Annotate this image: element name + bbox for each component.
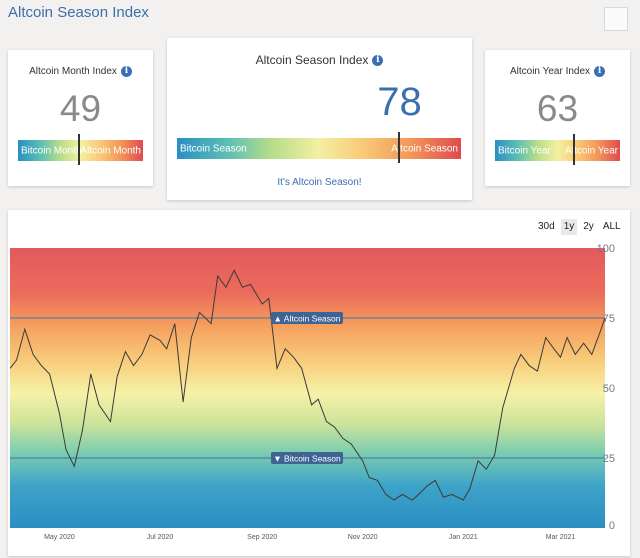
season-card-label-row: Altcoin Season Index i	[167, 53, 472, 67]
x-tick-label: Jan 2021	[449, 534, 478, 541]
info-icon[interactable]: i	[594, 66, 606, 77]
y-tick-label: 75	[603, 313, 615, 325]
altcoin-year-card: Altcoin Year Index i 63 Bitcoin Year Altc…	[485, 50, 630, 186]
altcoin-season-card: Altcoin Season Index i 78 Bitcoin Season …	[167, 38, 472, 200]
x-tick-label: Nov 2020	[348, 534, 378, 541]
range-button-30d[interactable]: 30d	[535, 219, 558, 235]
month-gauge-bar: Bitcoin Month Altcoin Month	[18, 134, 143, 165]
range-selector: 30d 1y 2y ALL	[535, 219, 624, 235]
range-button-all[interactable]: ALL	[599, 219, 624, 235]
year-card-label-row: Altcoin Year Index i	[485, 66, 630, 77]
year-gauge-right-label: Altcoin Year	[565, 145, 618, 156]
range-button-2y[interactable]: 2y	[580, 219, 597, 235]
year-gauge-marker	[572, 134, 575, 165]
month-card-label: Altcoin Month Index	[29, 66, 117, 78]
season-gauge-marker	[397, 132, 400, 163]
month-card-label-row: Altcoin Month Index i	[8, 66, 153, 77]
info-icon[interactable]: i	[372, 55, 384, 67]
info-icon[interactable]: i	[120, 66, 132, 77]
y-tick-label: 25	[603, 453, 615, 465]
y-tick-label: 50	[603, 383, 615, 395]
x-tick-label: Jul 2020	[147, 534, 174, 541]
month-index-value: 49	[59, 88, 102, 129]
year-index-value: 63	[536, 88, 579, 129]
season-gauge-left-label: Bitcoin Season	[180, 143, 247, 154]
threshold-label-25: ▼ Bitcoin Season	[273, 454, 341, 464]
page-title: Altcoin Season Index	[8, 4, 149, 21]
threshold-badge-75	[271, 312, 343, 324]
x-tick-label: Sep 2020	[247, 534, 277, 541]
year-card-label: Altcoin Year Index	[509, 66, 591, 78]
season-card-label: Altcoin Season Index	[255, 53, 369, 67]
altcoin-season-index-line	[10, 269, 606, 501]
year-gauge-left-label: Bitcoin Year	[498, 145, 551, 156]
x-tick-label: May 2020	[44, 534, 75, 541]
season-gauge-right-label: Altcoin Season	[391, 143, 458, 154]
altcoin-month-card: Altcoin Month Index i 49 Bitcoin Month Al…	[8, 50, 153, 186]
x-tick-label: Mar 2021	[546, 534, 576, 541]
season-status-text: It's Altcoin Season!	[277, 177, 362, 188]
threshold-badge-25	[271, 452, 343, 464]
season-gauge-bar: Bitcoin Season Altcoin Season	[177, 132, 461, 163]
season-index-value: 78	[377, 80, 422, 124]
range-button-1y[interactable]: 1y	[560, 219, 578, 235]
y-tick-label: 100	[597, 243, 615, 255]
altcoin-season-chart: ▲ Altcoin Season ▼ Bitcoin Season 0 25 50 75…	[10, 243, 615, 541]
settings-box[interactable]	[604, 7, 628, 31]
threshold-label-75: ▲ Altcoin Season	[273, 314, 340, 324]
month-gauge-right-label: Altcoin Month	[80, 145, 141, 156]
year-gauge-bar: Bitcoin Year Altcoin Year	[495, 134, 620, 165]
y-tick-label: 0	[609, 520, 615, 532]
month-gauge-left-label: Bitcoin Month	[21, 145, 82, 156]
month-gauge-marker	[78, 134, 81, 165]
